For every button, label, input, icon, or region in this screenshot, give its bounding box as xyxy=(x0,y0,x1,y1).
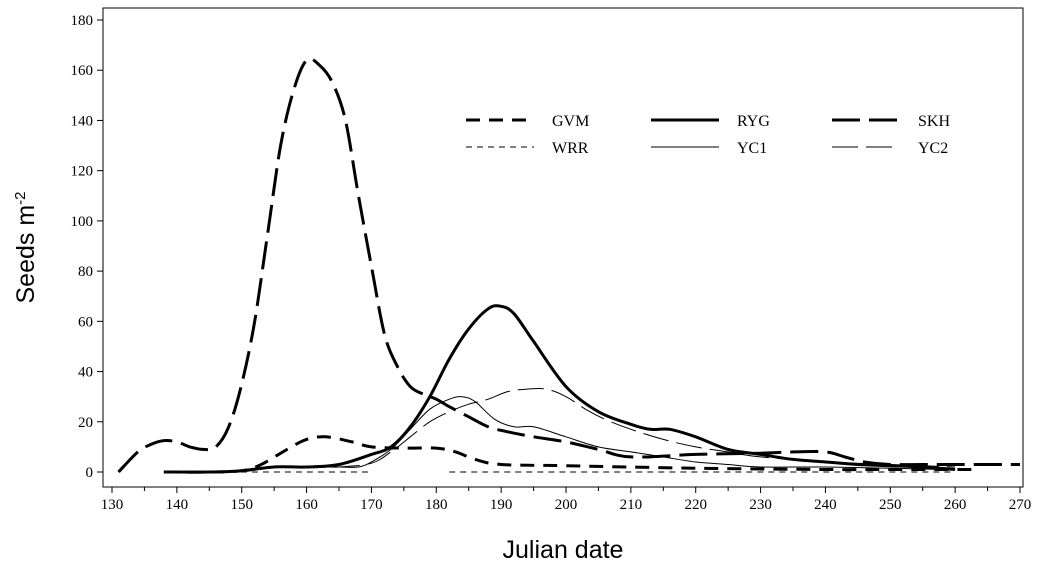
x-tick-label: 170 xyxy=(360,497,383,513)
x-tick-label: 270 xyxy=(1009,497,1032,513)
x-tick-label: 150 xyxy=(230,497,253,513)
y-tick-label: 0 xyxy=(86,465,94,481)
plot-frame xyxy=(102,7,1024,488)
y-tick-label: 40 xyxy=(78,365,93,381)
legend-label-yc1: YC1 xyxy=(737,140,767,157)
series-line-skh xyxy=(117,57,1020,474)
x-tick-label: 250 xyxy=(879,497,902,513)
axes: 130 140 150 160 170 180 190 200 210 220 230 240 250 2… xyxy=(71,7,1032,513)
legend-label-gvm: GVM xyxy=(552,113,589,130)
y-tick-label: 120 xyxy=(71,164,94,180)
x-tick-label: 220 xyxy=(684,497,707,513)
legend-label-ryg: RYG xyxy=(737,113,770,130)
series-line-gvm xyxy=(163,435,975,474)
y-tick-label: 80 xyxy=(78,264,93,280)
y-tick-label: 140 xyxy=(71,113,94,129)
x-tick-label: 260 xyxy=(944,497,967,513)
y-tick-label: 180 xyxy=(71,13,94,29)
series-line-yc2 xyxy=(163,387,956,473)
x-tick-label: 200 xyxy=(555,497,578,513)
x-tick-label: 210 xyxy=(620,497,643,513)
x-tick-label: 230 xyxy=(749,497,772,513)
y-axis-title: Seeds m-2 xyxy=(12,191,40,303)
x-tick-label: 130 xyxy=(101,497,124,513)
x-tick-label: 190 xyxy=(490,497,513,513)
y-tick-label: 60 xyxy=(78,314,93,330)
legend-label-skh: SKH xyxy=(918,113,950,130)
legend: GVM RYG SKH WRR YC1 YC2 xyxy=(466,113,950,157)
y-tick-label: 160 xyxy=(71,63,94,79)
legend-label-wrr: WRR xyxy=(552,140,589,157)
x-tick-label: 140 xyxy=(166,497,189,513)
y-axis-title-superscript: -2 xyxy=(12,191,29,204)
x-axis-title: Julian date xyxy=(503,536,624,564)
series-layer xyxy=(117,57,1020,474)
x-tick-label: 180 xyxy=(425,497,448,513)
x-tick-label: 160 xyxy=(295,497,318,513)
x-tick-label: 240 xyxy=(814,497,837,513)
y-tick-label: 20 xyxy=(78,415,93,431)
y-tick-label: 100 xyxy=(71,214,94,230)
y-axis-title-main: Seeds m xyxy=(12,205,40,304)
legend-label-yc2: YC2 xyxy=(918,140,948,157)
